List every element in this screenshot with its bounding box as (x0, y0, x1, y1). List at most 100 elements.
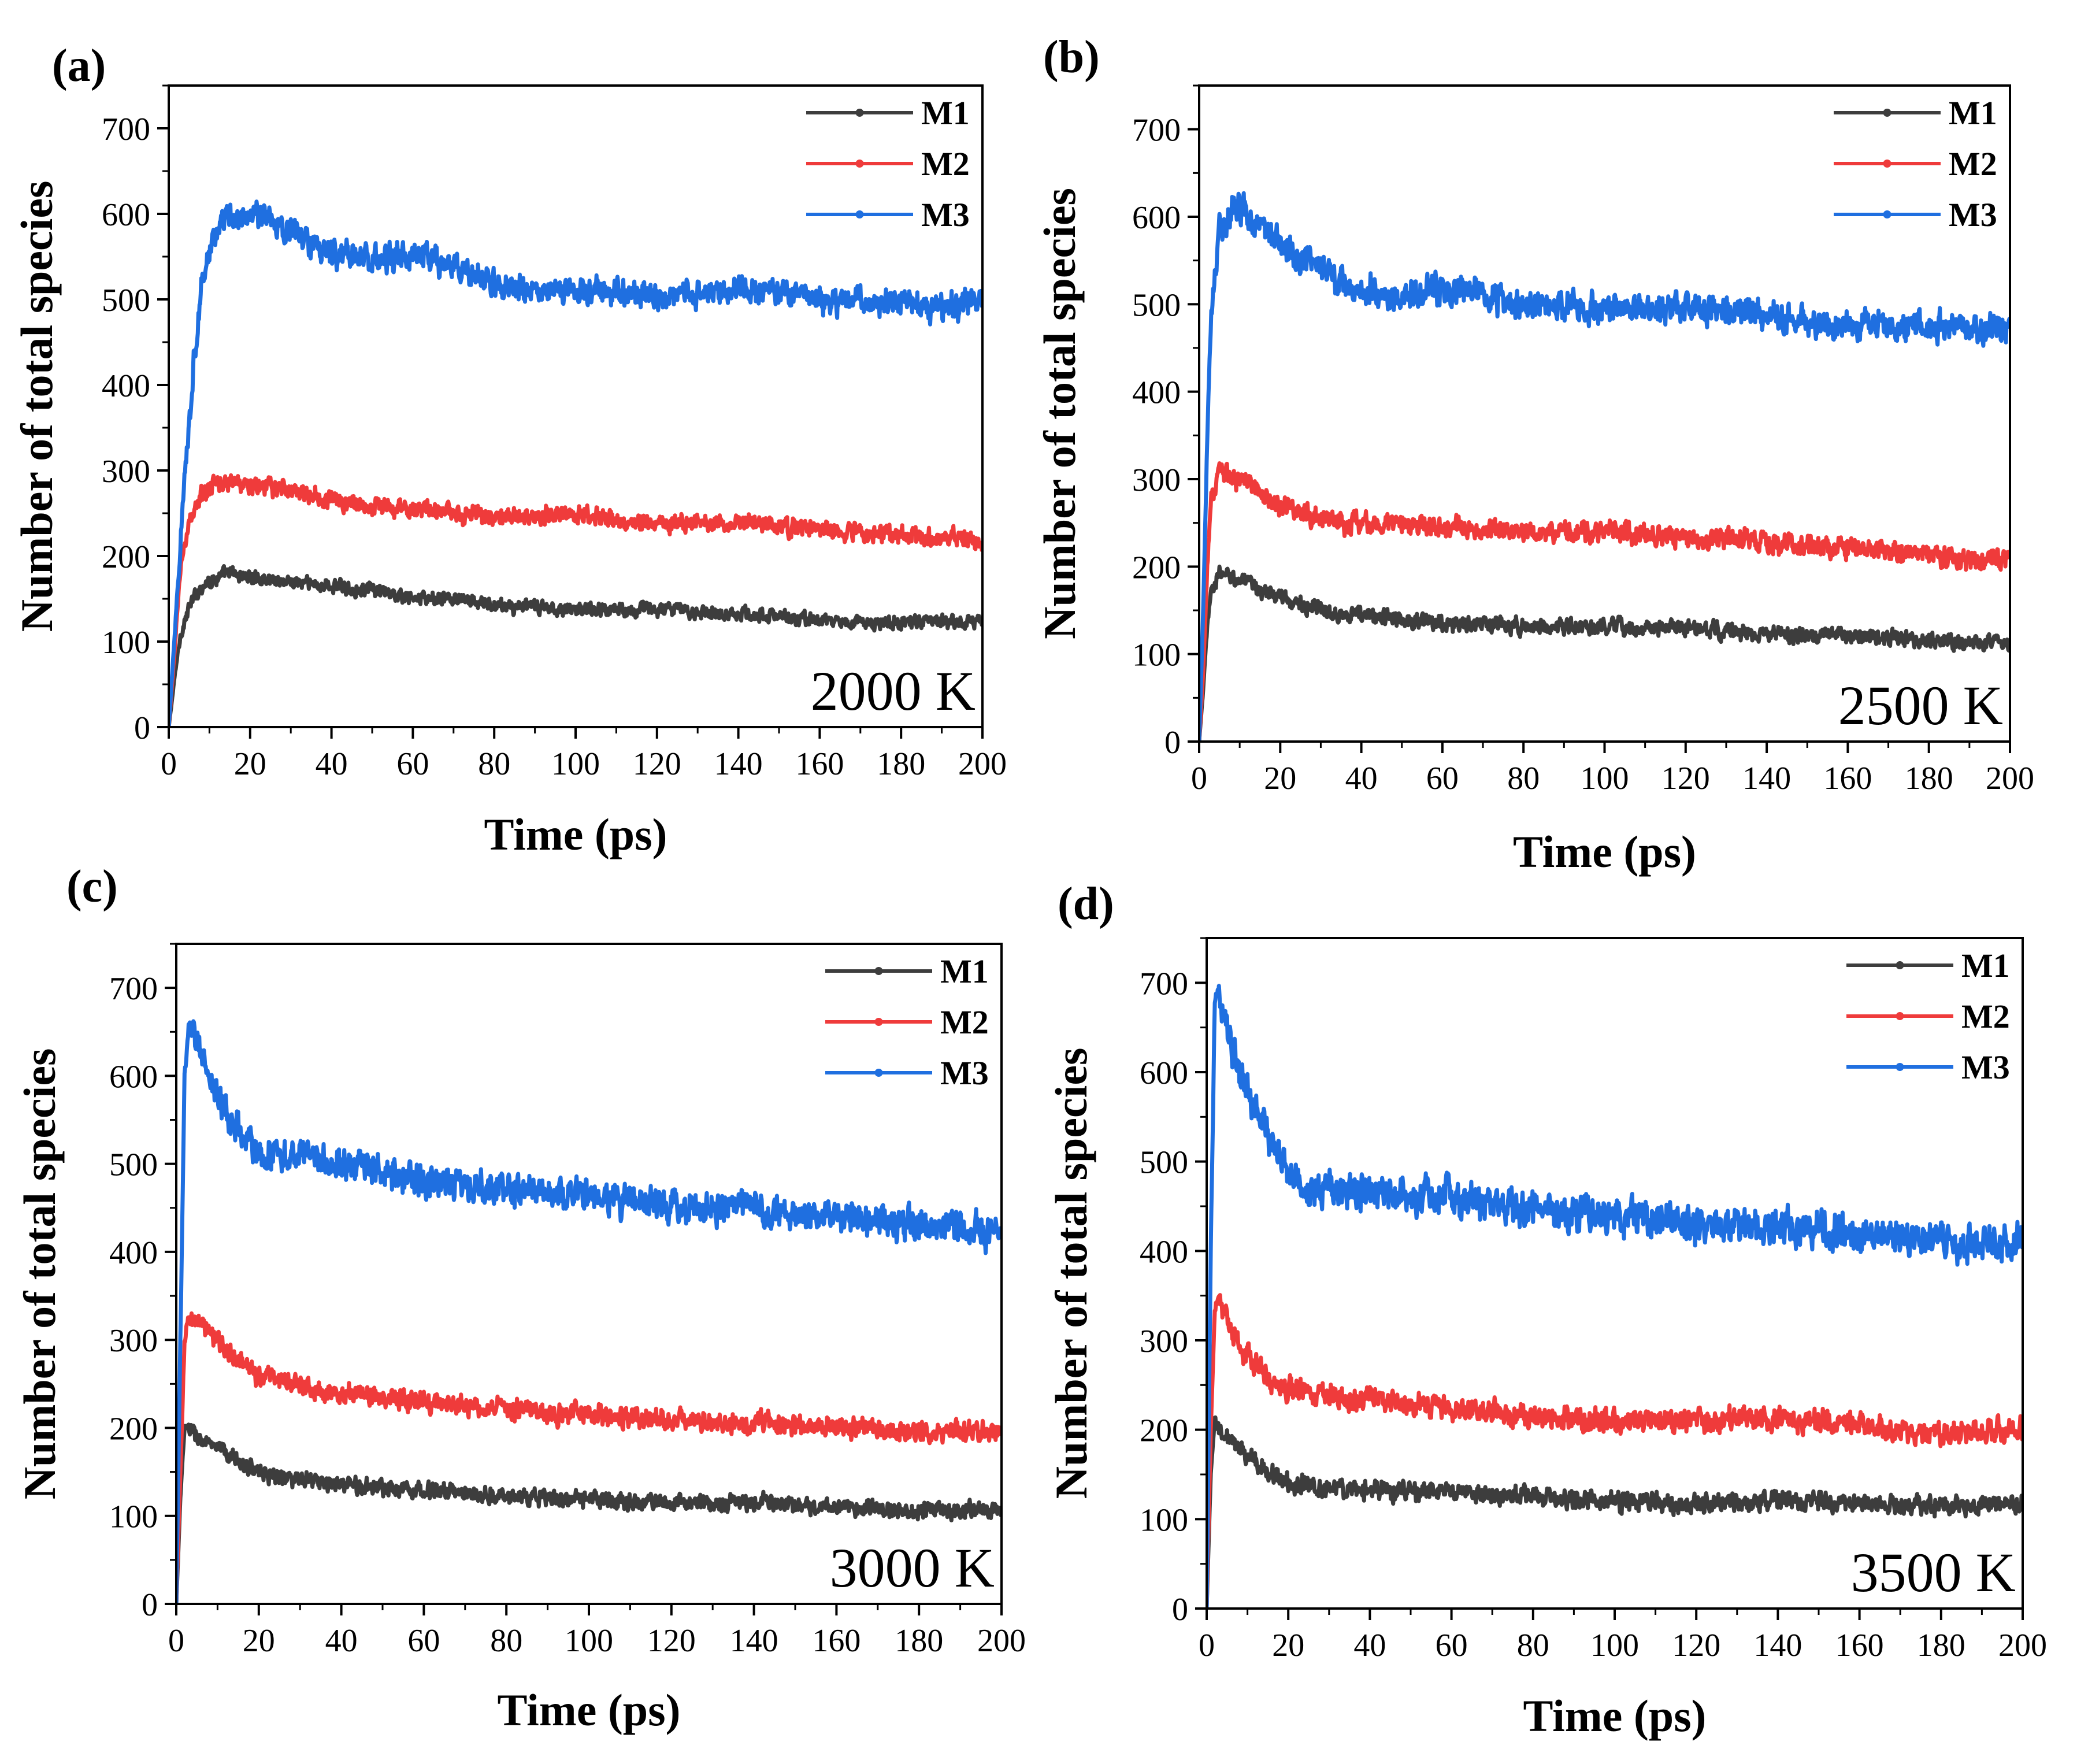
y-tick-label: 700 (1140, 966, 1188, 1002)
series-line-m2 (169, 473, 982, 727)
x-tick-label: 100 (1581, 761, 1629, 796)
x-tick-label: 140 (1753, 1628, 1802, 1663)
x-tick-label: 120 (647, 1623, 696, 1659)
y-tick-label: 700 (109, 971, 158, 1007)
legend-label-m3: M3 (921, 196, 970, 234)
x-tick-label: 40 (1345, 761, 1378, 796)
y-tick-label: 600 (1140, 1055, 1188, 1091)
legend-label-m1: M1 (1961, 947, 2010, 984)
x-tick-label: 100 (565, 1623, 613, 1659)
x-tick-label: 80 (1507, 761, 1540, 796)
legend-marker-m2 (1883, 160, 1891, 168)
y-tick-label: 500 (1140, 1145, 1188, 1181)
x-tick-label: 40 (325, 1623, 358, 1659)
x-tick-label: 140 (1742, 761, 1791, 796)
legend-label-m2: M2 (1961, 998, 2010, 1035)
x-tick-label: 120 (1661, 761, 1710, 796)
legend-marker-m1 (855, 109, 864, 117)
x-tick-label: 60 (396, 746, 429, 782)
y-tick-label: 500 (109, 1147, 158, 1183)
x-tick-label: 180 (895, 1623, 943, 1659)
y-axis-title: Number of total species (12, 181, 62, 632)
x-tick-label: 20 (243, 1623, 275, 1659)
y-tick-label: 500 (1132, 287, 1181, 323)
x-tick-label: 160 (812, 1623, 861, 1659)
legend-label-m3: M3 (1949, 196, 1997, 234)
legend-marker-m3 (855, 210, 864, 218)
series-line-m1 (176, 1422, 1002, 1604)
x-tick-label: 140 (714, 746, 763, 782)
x-tick-label: 160 (1835, 1628, 1884, 1663)
x-tick-label: 200 (1986, 761, 2034, 796)
legend-marker-m1 (1883, 109, 1891, 117)
legend-label-m2: M2 (921, 145, 970, 183)
y-tick-label: 400 (1140, 1234, 1188, 1270)
y-tick-label: 400 (102, 368, 150, 404)
legend-marker-m3 (874, 1069, 883, 1077)
x-tick-label: 0 (168, 1623, 184, 1659)
legend-label-m3: M3 (1961, 1048, 2010, 1086)
y-tick-label: 600 (109, 1059, 158, 1095)
legend-label-m1: M1 (921, 94, 970, 132)
y-tick-label: 300 (1140, 1324, 1188, 1359)
y-tick-label: 300 (102, 454, 150, 490)
x-axis-title: Time (ps) (1523, 1691, 1706, 1741)
x-tick-label: 200 (958, 746, 1007, 782)
y-tick-label: 600 (102, 197, 150, 233)
x-tick-label: 180 (1905, 761, 1953, 796)
legend-marker-m2 (874, 1018, 883, 1026)
series-line-m1 (1207, 1415, 2023, 1609)
series-line-m3 (1199, 191, 2010, 742)
x-tick-label: 160 (1823, 761, 1872, 796)
y-tick-label: 400 (1132, 375, 1181, 411)
temperature-annotation: 3500 K (1851, 1541, 2016, 1603)
series-line-m3 (1207, 984, 2023, 1609)
x-tick-label: 0 (1191, 761, 1207, 796)
series-line-m2 (176, 1311, 1002, 1604)
legend-label-m2: M2 (1949, 145, 1997, 183)
y-axis-title: Number of total species (14, 1048, 65, 1500)
x-tick-label: 60 (1436, 1628, 1468, 1663)
x-tick-label: 40 (1353, 1628, 1386, 1663)
temperature-annotation: 2500 K (1838, 675, 2003, 736)
panel-label: (d) (1058, 879, 1114, 929)
x-axis-title: Time (ps) (484, 809, 667, 859)
x-tick-label: 100 (551, 746, 600, 782)
panel-label: (c) (66, 861, 118, 912)
y-tick-label: 200 (102, 539, 150, 575)
x-tick-label: 20 (234, 746, 266, 782)
x-tick-label: 0 (1199, 1628, 1215, 1663)
x-tick-label: 140 (730, 1623, 778, 1659)
series-line-m3 (169, 199, 982, 727)
y-tick-label: 100 (1132, 638, 1181, 673)
x-tick-label: 60 (407, 1623, 440, 1659)
x-tick-label: 80 (1517, 1628, 1549, 1663)
y-tick-label: 200 (1140, 1413, 1188, 1449)
series-line-m3 (176, 1019, 1002, 1604)
temperature-annotation: 2000 K (811, 660, 976, 722)
y-tick-label: 200 (1132, 550, 1181, 585)
y-tick-label: 700 (102, 112, 150, 147)
x-tick-label: 80 (490, 1623, 522, 1659)
y-tick-label: 200 (109, 1411, 158, 1447)
y-tick-label: 100 (1140, 1502, 1188, 1538)
chart-panel-b: 0 20 40 60 80 100 120 140 160 180 200 0 100 200 300 400… (1034, 32, 2034, 877)
legend-marker-m3 (1883, 210, 1891, 218)
series-line-m1 (1199, 564, 2010, 742)
x-axis-title: Time (ps) (1513, 827, 1696, 877)
chart-panel-c: 0 20 40 60 80 100 120 140 160 180 200 0 100 200 300 400… (14, 861, 1026, 1735)
legend-marker-m1 (1896, 961, 1904, 969)
x-tick-label: 0 (161, 746, 177, 782)
legend-label-m2: M2 (940, 1003, 989, 1041)
y-tick-label: 100 (109, 1499, 158, 1535)
y-axis-title: Number of total species (1034, 188, 1085, 639)
legend-label-m3: M3 (940, 1054, 989, 1092)
x-tick-label: 120 (1672, 1628, 1720, 1663)
y-tick-label: 0 (1172, 1592, 1188, 1628)
chart-panel-d: 0 20 40 60 80 100 120 140 160 180 200 0 100 200 300 400… (1046, 879, 2047, 1741)
temperature-annotation: 3000 K (830, 1537, 995, 1599)
y-tick-label: 700 (1132, 113, 1181, 149)
y-tick-label: 400 (109, 1235, 158, 1271)
legend-label-m1: M1 (1949, 94, 1997, 132)
